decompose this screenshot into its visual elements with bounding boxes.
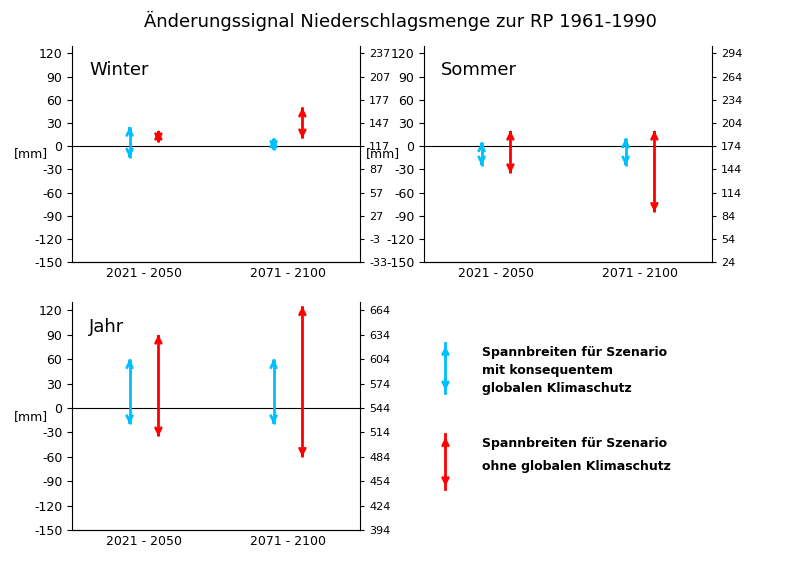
Text: Spannbreiten für Szenario: Spannbreiten für Szenario bbox=[482, 346, 667, 359]
Y-axis label: [mm]: [mm] bbox=[366, 148, 400, 160]
Text: Änderungssignal Niederschlagsmenge zur RP 1961-1990: Änderungssignal Niederschlagsmenge zur R… bbox=[143, 11, 657, 31]
Y-axis label: [mm]: [mm] bbox=[14, 148, 48, 160]
Text: ohne globalen Klimaschutz: ohne globalen Klimaschutz bbox=[482, 460, 671, 473]
Text: Sommer: Sommer bbox=[442, 61, 518, 79]
Text: Jahr: Jahr bbox=[90, 318, 125, 336]
Text: mit konsequentem: mit konsequentem bbox=[482, 364, 614, 377]
Text: globalen Klimaschutz: globalen Klimaschutz bbox=[482, 382, 632, 395]
Text: Winter: Winter bbox=[90, 61, 149, 79]
Text: Spannbreiten für Szenario: Spannbreiten für Szenario bbox=[482, 437, 667, 450]
Y-axis label: [mm]: [mm] bbox=[14, 410, 48, 422]
